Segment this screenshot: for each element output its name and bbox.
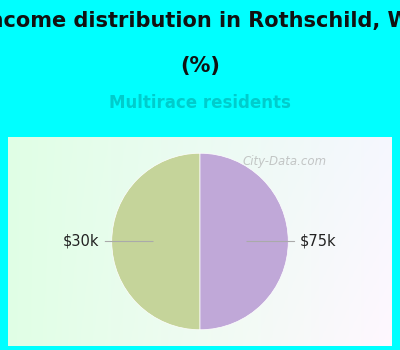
Wedge shape [200,153,288,330]
Text: $30k: $30k [63,234,153,249]
Text: $75k: $75k [247,234,337,249]
Text: Multirace residents: Multirace residents [109,94,291,112]
Text: City-Data.com: City-Data.com [242,155,326,168]
Wedge shape [112,153,200,330]
Text: Income distribution in Rothschild, WI: Income distribution in Rothschild, WI [0,10,400,30]
Text: (%): (%) [180,56,220,76]
